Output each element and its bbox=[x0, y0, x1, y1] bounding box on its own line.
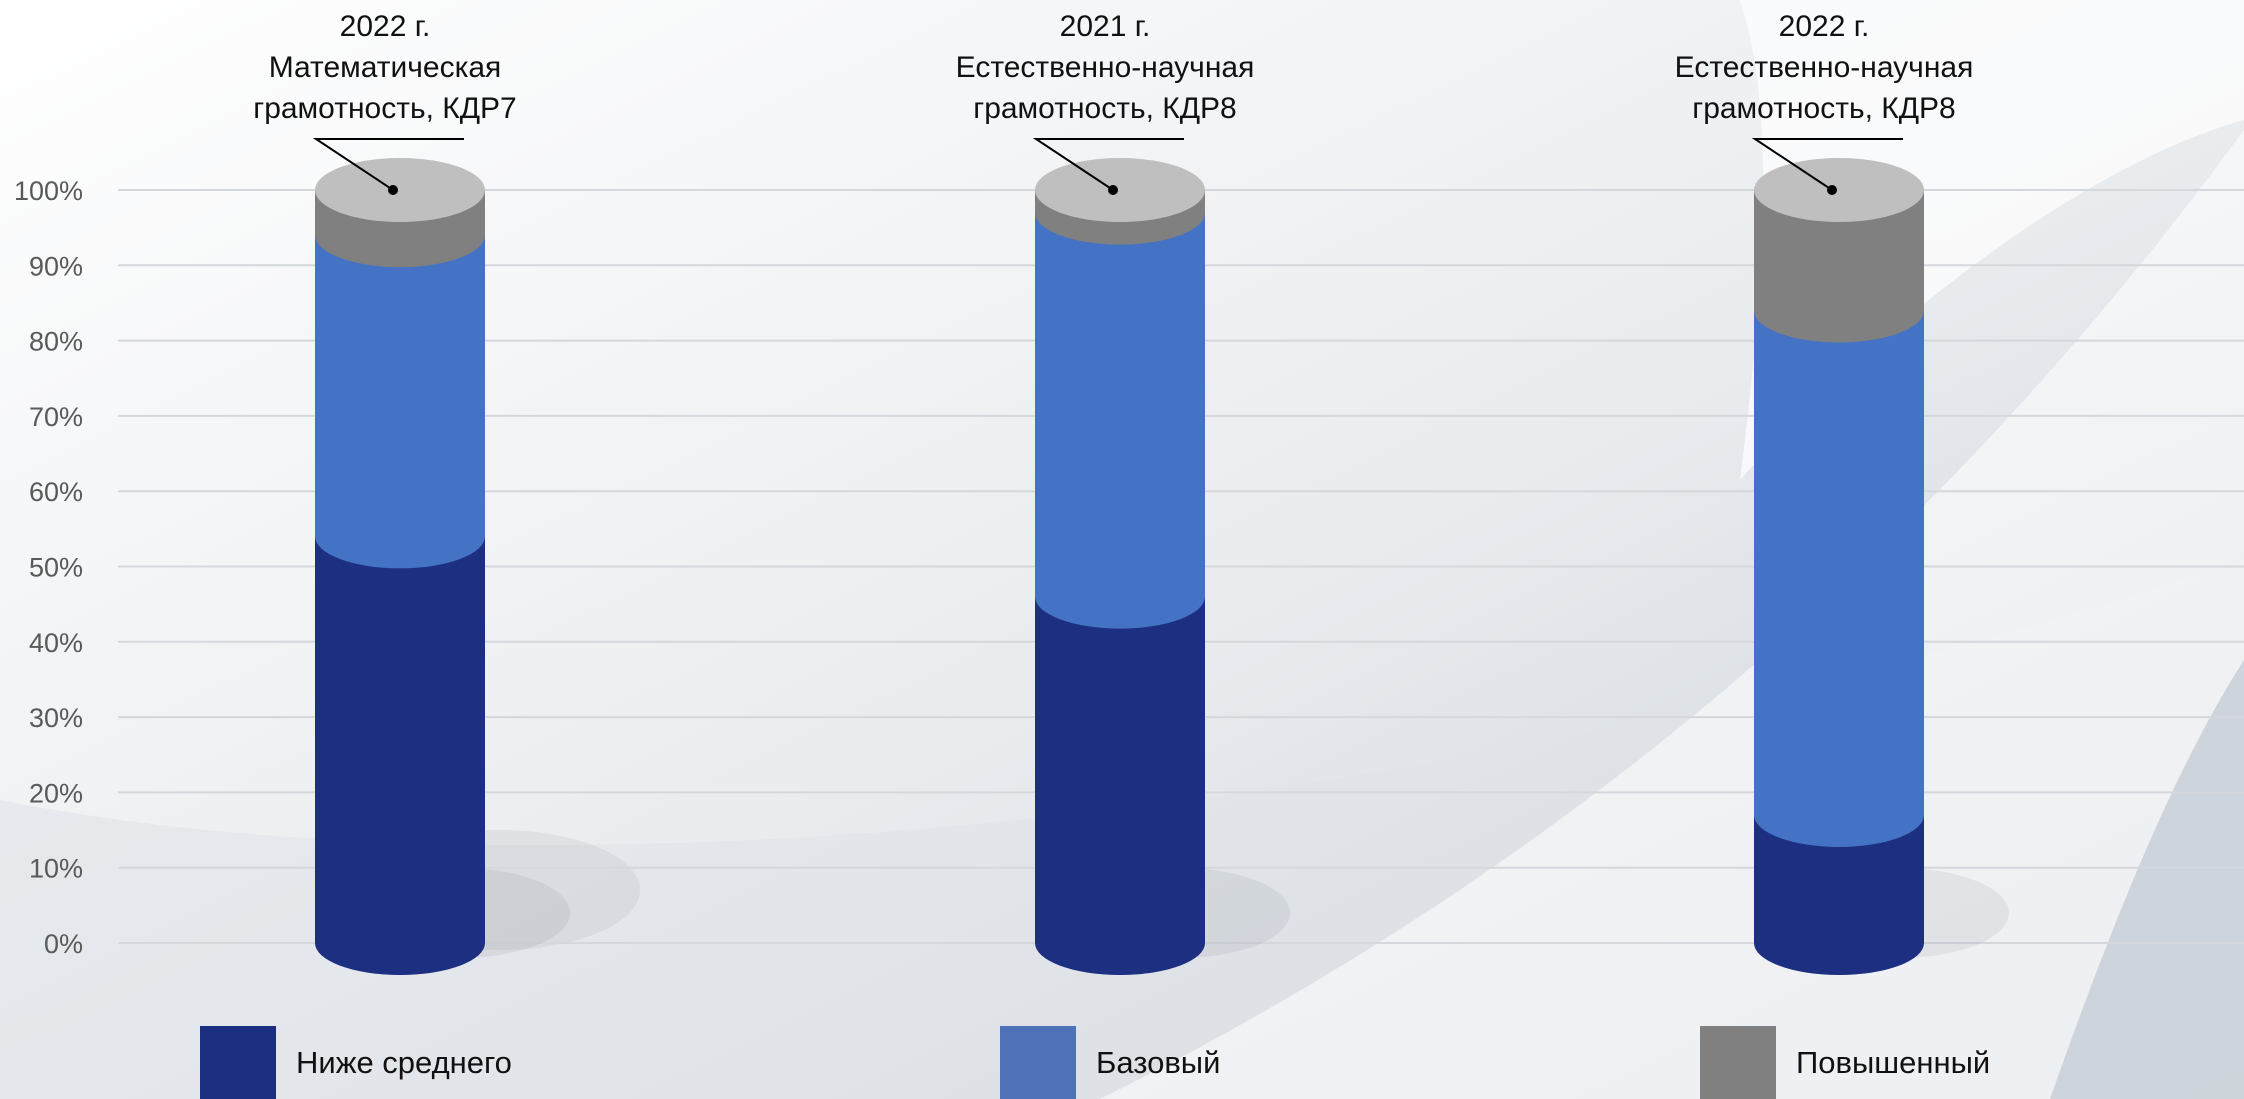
y-tick-label: 90% bbox=[29, 251, 83, 281]
bar-segment bbox=[315, 536, 485, 975]
bar-segment bbox=[1035, 596, 1205, 975]
y-tick-label: 50% bbox=[29, 553, 83, 583]
y-tick-label: 10% bbox=[29, 854, 83, 884]
legend-item-advanced: Повышенный bbox=[1700, 1026, 1990, 1099]
bar-group bbox=[315, 158, 570, 975]
bar-group bbox=[1035, 158, 1290, 975]
legend-swatch-advanced bbox=[1700, 1026, 1776, 1099]
category-labels: 2022 г. Математическая грамотность, КДР7 20… bbox=[253, 10, 1973, 195]
bar-segment bbox=[1035, 212, 1205, 629]
y-tick-label: 30% bbox=[29, 703, 83, 733]
y-tick-label: 60% bbox=[29, 477, 83, 507]
y-tick-label: 70% bbox=[29, 402, 83, 432]
category-label: 2021 г. Естественно-научная грамотность, К… bbox=[956, 10, 1255, 125]
legend-swatch-basic bbox=[1000, 1026, 1076, 1099]
legend-item-below-average: Ниже среднего bbox=[200, 1026, 512, 1099]
y-tick-label: 40% bbox=[29, 628, 83, 658]
legend-swatch-below-average bbox=[200, 1026, 276, 1099]
y-tick-label: 20% bbox=[29, 778, 83, 808]
label-leader-dot bbox=[1827, 185, 1837, 195]
bar-segment bbox=[1754, 310, 1924, 847]
label-leader-dot bbox=[388, 185, 398, 195]
legend-label-advanced: Повышенный bbox=[1796, 1044, 1991, 1080]
bar-segment bbox=[1754, 190, 1924, 343]
category-label: 2022 г. Математическая грамотность, КДР7 bbox=[253, 10, 516, 125]
y-axis: 0% 10% 20% 30% 40% 50% 60% 70% 80% 90% 100% bbox=[14, 176, 83, 959]
category-label: 2022 г. Естественно-научная грамотность, К… bbox=[1675, 10, 1974, 125]
bar-group bbox=[1754, 158, 2009, 975]
legend-label-basic: Базовый bbox=[1096, 1044, 1221, 1080]
legend-label-below-average: Ниже среднего bbox=[296, 1044, 512, 1080]
bar-top-cap bbox=[1754, 158, 1924, 222]
label-leader-line bbox=[1032, 138, 1184, 191]
legend-item-basic: Базовый bbox=[1000, 1026, 1220, 1099]
bar-top-cap bbox=[315, 158, 485, 222]
label-leader-line bbox=[1751, 138, 1903, 191]
label-leader-dot bbox=[1108, 185, 1118, 195]
label-leader-line bbox=[312, 138, 464, 191]
bar-segment bbox=[315, 235, 485, 569]
bar-segment bbox=[1754, 814, 1924, 975]
y-tick-label: 0% bbox=[44, 929, 83, 959]
y-tick-label: 100% bbox=[14, 176, 83, 206]
bars bbox=[315, 158, 2009, 975]
y-tick-label: 80% bbox=[29, 327, 83, 357]
bar-top-cap bbox=[1035, 158, 1205, 222]
